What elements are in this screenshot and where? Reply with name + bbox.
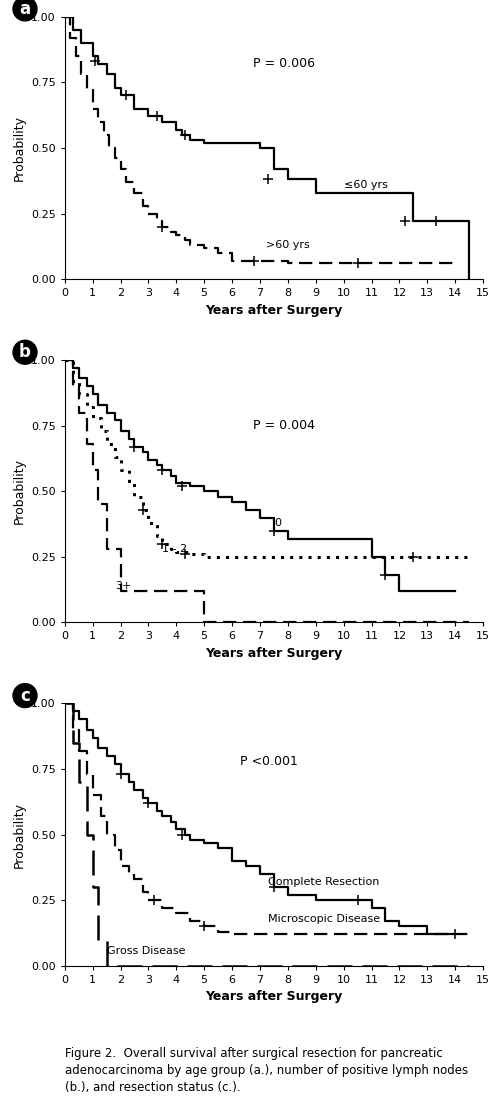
Text: b: b [19, 343, 31, 361]
Text: 3+: 3+ [115, 580, 131, 590]
Text: Complete Resection: Complete Resection [268, 877, 379, 887]
Text: 0: 0 [274, 518, 281, 528]
Y-axis label: Probability: Probability [12, 802, 25, 868]
Y-axis label: Probability: Probability [12, 458, 25, 524]
Text: >60 yrs: >60 yrs [265, 240, 309, 250]
Text: ≤60 yrs: ≤60 yrs [344, 180, 387, 190]
Text: 1 - 2: 1 - 2 [162, 544, 187, 555]
Y-axis label: Probability: Probability [12, 115, 25, 181]
Text: Gross Disease: Gross Disease [107, 947, 185, 956]
Text: a: a [19, 0, 30, 18]
Text: Figure 2.  Overall survival after surgical resection for pancreatic
adenocarcino: Figure 2. Overall survival after surgica… [65, 1046, 468, 1093]
Text: Microscopic Disease: Microscopic Disease [268, 913, 380, 923]
Text: P = 0.004: P = 0.004 [253, 419, 315, 433]
X-axis label: Years after Surgery: Years after Surgery [205, 647, 343, 660]
Text: P <0.001: P <0.001 [241, 755, 298, 768]
X-axis label: Years after Surgery: Years after Surgery [205, 991, 343, 1004]
X-axis label: Years after Surgery: Years after Surgery [205, 304, 343, 316]
Text: P = 0.006: P = 0.006 [253, 57, 315, 70]
Text: c: c [20, 686, 30, 704]
